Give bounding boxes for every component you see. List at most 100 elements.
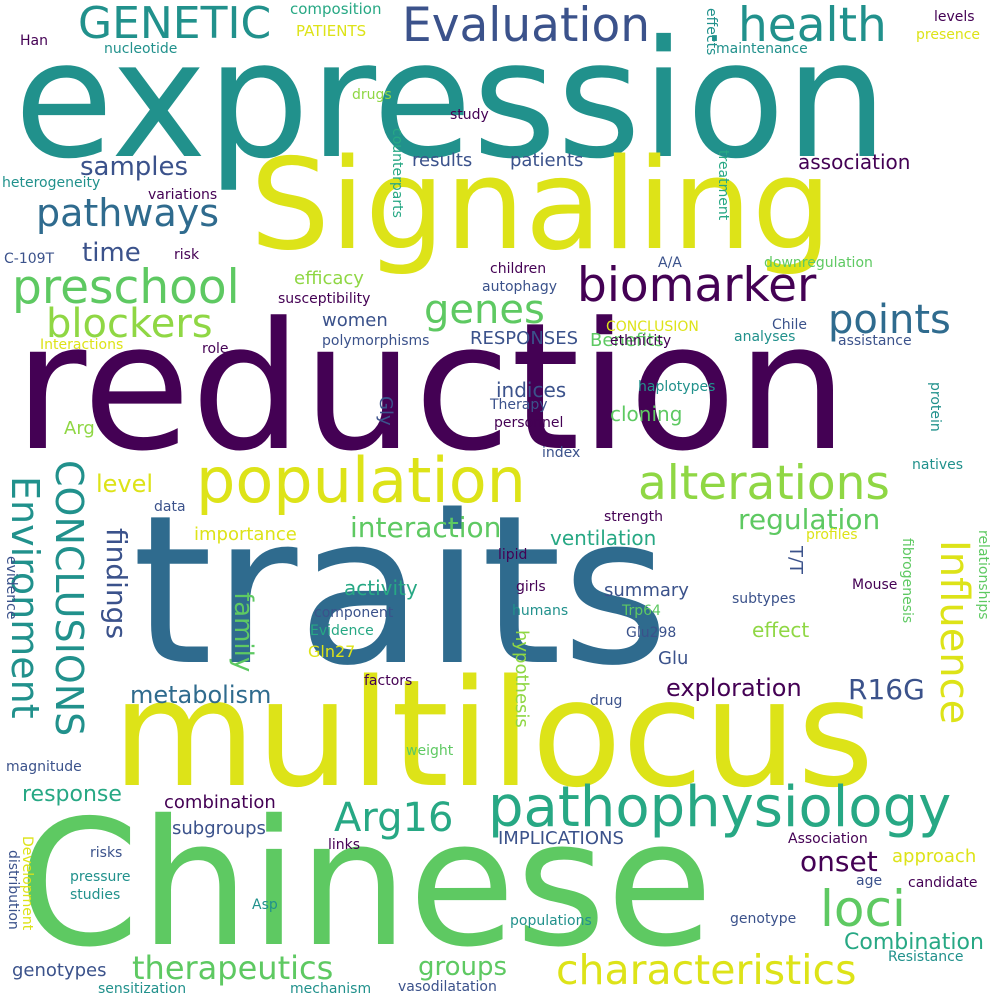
word-subtypes: subtypes (732, 591, 796, 607)
word-evidence-cap: Evidence (310, 623, 374, 639)
word-environment: Environment (3, 476, 47, 719)
word-glu298: Glu298 (626, 625, 677, 641)
word-combination: combination (164, 792, 276, 813)
word-exploration: exploration (666, 674, 802, 702)
word-arg16: Arg16 (334, 795, 454, 841)
word-conclusions: CONCLUSIONS (47, 460, 91, 737)
word-preschool: preschool (12, 260, 240, 315)
word-a-a: A/A (658, 255, 682, 271)
word-indices: indices (496, 378, 567, 402)
word-counterparts: counterparts (389, 128, 405, 218)
word-personnel: personnel (494, 415, 564, 431)
word-influence: Influence (931, 540, 977, 725)
word-genotypes: genotypes (12, 960, 107, 981)
word-mechanism: mechanism (290, 981, 372, 997)
word-weight: weight (406, 743, 454, 759)
word-health: health (738, 0, 887, 53)
word-magnitude: magnitude (6, 759, 82, 775)
word-metabolism: metabolism (130, 681, 272, 709)
word-risks: risks (90, 845, 123, 861)
word-importance: importance (194, 524, 297, 545)
word-r16g: R16G (848, 673, 925, 706)
word-susceptibility: susceptibility (278, 291, 371, 307)
word-assistance: assistance (838, 333, 912, 349)
word-efficacy: efficacy (294, 268, 364, 289)
word-patients-caps: PATIENTS (296, 22, 367, 40)
word-pathways: pathways (36, 191, 220, 235)
word-approach: approach (892, 846, 977, 867)
word-links: links (328, 837, 361, 853)
word-multilocus: multilocus (112, 648, 875, 820)
word-analyses: analyses (734, 329, 796, 345)
word-ethnicity: ethnicity (610, 333, 672, 349)
word-age: age (856, 873, 883, 889)
word-health-dot: . (707, 0, 722, 53)
word-association: association (798, 150, 911, 174)
word-results: results (412, 150, 473, 171)
word-maintenance: maintenance (716, 41, 808, 57)
word-humans: humans (512, 603, 569, 619)
word-level: level (96, 470, 154, 498)
word-study: study (450, 107, 489, 123)
word-gly: Gly (375, 396, 396, 426)
word-trp64: Trp64 (622, 603, 661, 619)
word-glu: Glu (658, 648, 689, 669)
word-component: component (314, 605, 394, 621)
word-alterations: alterations (638, 456, 890, 511)
word-levels: levels (934, 9, 975, 25)
word-candidate: candidate (908, 875, 978, 891)
word-patients: patients (510, 150, 584, 171)
word-polymorphisms: polymorphisms (322, 333, 430, 349)
word-profiles: profiles (806, 527, 858, 543)
word-cloning: cloning (610, 402, 683, 426)
word-factors: factors (364, 673, 413, 689)
word-risk: risk (174, 247, 200, 263)
word-drugs: drugs (352, 87, 392, 103)
word-relationships: relationships (975, 530, 991, 620)
word-evaluation: Evaluation (402, 0, 650, 53)
word-haplotypes: haplotypes (638, 379, 716, 395)
word-asp: Asp (252, 897, 278, 913)
word-genotype: genotype (730, 911, 797, 927)
word-signaling: Signaling (250, 131, 832, 278)
word-role: role (202, 341, 229, 357)
word-association-cap: Association (788, 831, 868, 847)
word-effects: effects (703, 8, 719, 56)
word-c109t: C-109T (4, 251, 55, 267)
word-interaction: interaction (350, 511, 502, 544)
word-evidence: evidence (3, 556, 19, 620)
word-children: children (490, 261, 547, 277)
word-samples: samples (80, 152, 189, 182)
word-drug: drug (590, 693, 623, 709)
word-index: index (542, 445, 581, 461)
word-responses: RESPONSES (470, 328, 579, 349)
word-strength: strength (604, 509, 663, 525)
word-vasodilatation: vasodilatation (398, 979, 497, 995)
word-treatment: treatment (715, 150, 731, 221)
word-arg: Arg (64, 418, 95, 439)
word-populations: populations (510, 913, 592, 929)
word-combination-cap: Combination (844, 930, 984, 955)
word-summary: summary (604, 580, 689, 601)
word-hypothesis: hypothesis (511, 630, 532, 728)
word-conclusion: CONCLUSION (606, 319, 699, 335)
word-genetic: GENETIC (78, 0, 272, 49)
word-autophagy: autophagy (482, 279, 558, 295)
word-regulation: regulation (738, 503, 881, 536)
word-therapeutics: therapeutics (132, 949, 334, 987)
word-t-t: T/T (785, 546, 806, 575)
word-data: data (154, 499, 186, 515)
word-family: family (228, 592, 258, 673)
word-studies: studies (70, 887, 121, 903)
word-groups: groups (418, 952, 508, 982)
word-blockers: blockers (46, 301, 213, 347)
word-pressure: pressure (70, 869, 131, 885)
word-gln27: Gln27 (308, 642, 356, 661)
word-onset: onset (800, 845, 878, 878)
word-lipid: lipid (498, 547, 528, 563)
word-pathophysiology: pathophysiology (488, 775, 952, 840)
word-fibrogenesis: fibrogenesis (899, 538, 915, 624)
word-chile: Chile (772, 317, 808, 333)
word-natives: natives (912, 457, 964, 473)
word-points: points (828, 297, 951, 343)
